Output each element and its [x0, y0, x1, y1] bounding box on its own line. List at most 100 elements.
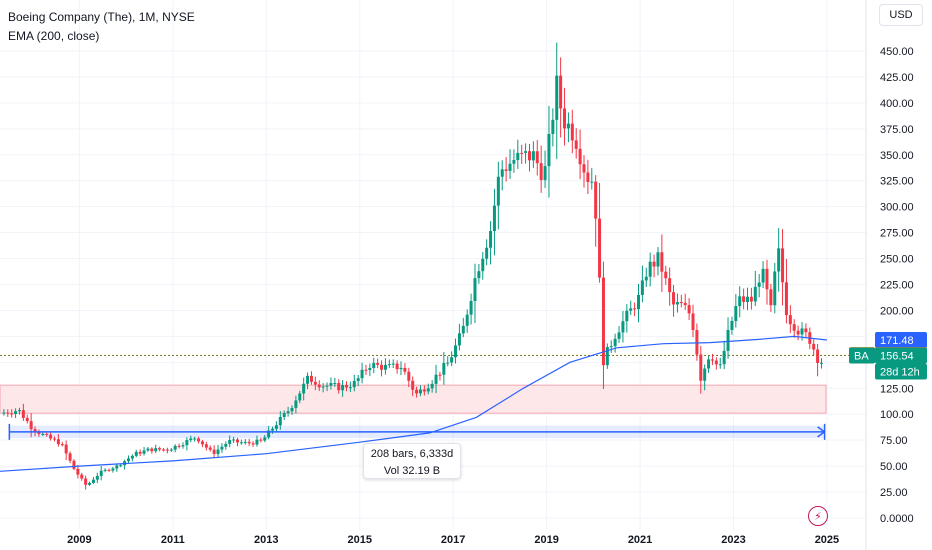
candle-body	[138, 451, 142, 454]
candle-body	[126, 458, 130, 462]
time-tick-label: 2021	[628, 534, 652, 546]
candle-body	[781, 248, 785, 283]
candle-body	[325, 385, 329, 387]
candle-body	[360, 369, 364, 379]
candle-body	[551, 119, 555, 134]
candle-body	[158, 448, 162, 450]
candle-body	[64, 444, 68, 454]
price-tick-label: 75.00	[880, 435, 908, 447]
date-range-measure[interactable]	[8, 423, 826, 440]
time-tick-label: 2013	[254, 534, 278, 546]
candle-body	[640, 280, 644, 295]
candle-body	[387, 364, 391, 366]
candle-body	[726, 329, 730, 351]
candle-body	[356, 378, 360, 381]
candle-body	[267, 430, 271, 438]
candle-body	[461, 325, 465, 334]
candle-body	[17, 410, 21, 412]
price-tick-label: 100.00	[880, 409, 914, 421]
candle-body	[53, 438, 57, 440]
candle-body	[819, 362, 823, 364]
candle-body	[348, 387, 352, 389]
candle-body	[271, 428, 275, 431]
candle-body	[364, 369, 368, 371]
last-price-tag: 156.54	[875, 347, 927, 364]
candle-body	[469, 300, 473, 315]
candle-body	[165, 449, 169, 451]
measure-volume-text: Vol 32.19 B	[383, 465, 441, 477]
candle-body	[278, 416, 282, 426]
candle-body	[99, 470, 103, 476]
price-tick-label: 425.00	[880, 72, 914, 84]
candle-body	[598, 218, 602, 278]
candle-body	[6, 412, 10, 414]
candle-body	[601, 277, 605, 366]
candle-body	[520, 152, 524, 154]
time-tick-label: 2025	[815, 534, 839, 546]
candle-body	[21, 410, 25, 418]
candle-body	[49, 434, 53, 439]
candle-body	[508, 163, 512, 171]
time-tick-label: 2009	[67, 534, 91, 546]
candle-body	[777, 248, 781, 272]
candle-body	[91, 479, 95, 483]
candle-body	[578, 148, 582, 165]
candle-body	[72, 460, 76, 469]
candle-body	[707, 359, 711, 369]
candle-body	[259, 439, 263, 441]
measure-info-box: 208 bars, 6,333d Vol 32.19 B	[363, 443, 461, 479]
chart-legend: Boeing Company (The), 1M, NYSE EMA (200,…	[8, 8, 195, 46]
price-tick-label: 325.00	[880, 176, 914, 188]
candle-body	[115, 465, 119, 469]
candle-body	[761, 268, 765, 283]
candle-body	[345, 385, 349, 388]
candle-body	[590, 181, 594, 183]
candle-body	[504, 169, 508, 171]
last-price-tag-text: 156.54	[880, 351, 914, 363]
candle-body	[103, 469, 107, 471]
tradingview-lightning-icon[interactable]: ⚡	[808, 506, 828, 526]
ema-price-tag-bg	[875, 332, 927, 349]
candle-body	[212, 449, 216, 454]
currency-button[interactable]: USD	[879, 4, 923, 26]
candle-body	[796, 330, 800, 335]
candle-body	[204, 444, 208, 448]
time-tick-label: 2015	[347, 534, 371, 546]
candle-body	[446, 362, 450, 364]
symbol-label-tag-text: BA	[854, 351, 869, 363]
candle-body	[228, 439, 232, 444]
candle-body	[660, 252, 664, 272]
candle-body	[679, 302, 683, 304]
candle-body	[454, 345, 458, 358]
candle-body	[274, 425, 278, 429]
candle-body	[341, 385, 345, 391]
candle-body	[317, 384, 321, 388]
candle-body	[2, 412, 6, 414]
candle-body	[376, 362, 380, 365]
candle-body	[150, 448, 154, 452]
candle-body	[60, 444, 64, 446]
bar-countdown-tag-bg	[875, 363, 927, 380]
candle-body	[621, 321, 625, 333]
candle-body	[644, 276, 648, 281]
candle-body	[574, 140, 578, 149]
candle-body	[313, 381, 317, 385]
candle-body	[298, 393, 302, 401]
candle-body	[29, 421, 33, 430]
symbol-label-tag-bg	[849, 347, 875, 364]
candle-body	[496, 176, 500, 206]
time-tick-label: 2017	[441, 534, 465, 546]
candle-body	[769, 289, 773, 306]
candle-body	[613, 338, 617, 347]
candle-body	[181, 445, 185, 447]
candle-body	[664, 271, 668, 279]
candle-body	[263, 437, 267, 441]
candle-body	[415, 389, 419, 394]
candle-body	[710, 359, 714, 361]
price-tick-label: 450.00	[880, 46, 914, 58]
candle-body	[107, 469, 111, 471]
candle-body	[383, 364, 387, 370]
candle-body	[76, 468, 80, 475]
price-tick-label: 25.00	[880, 487, 908, 499]
